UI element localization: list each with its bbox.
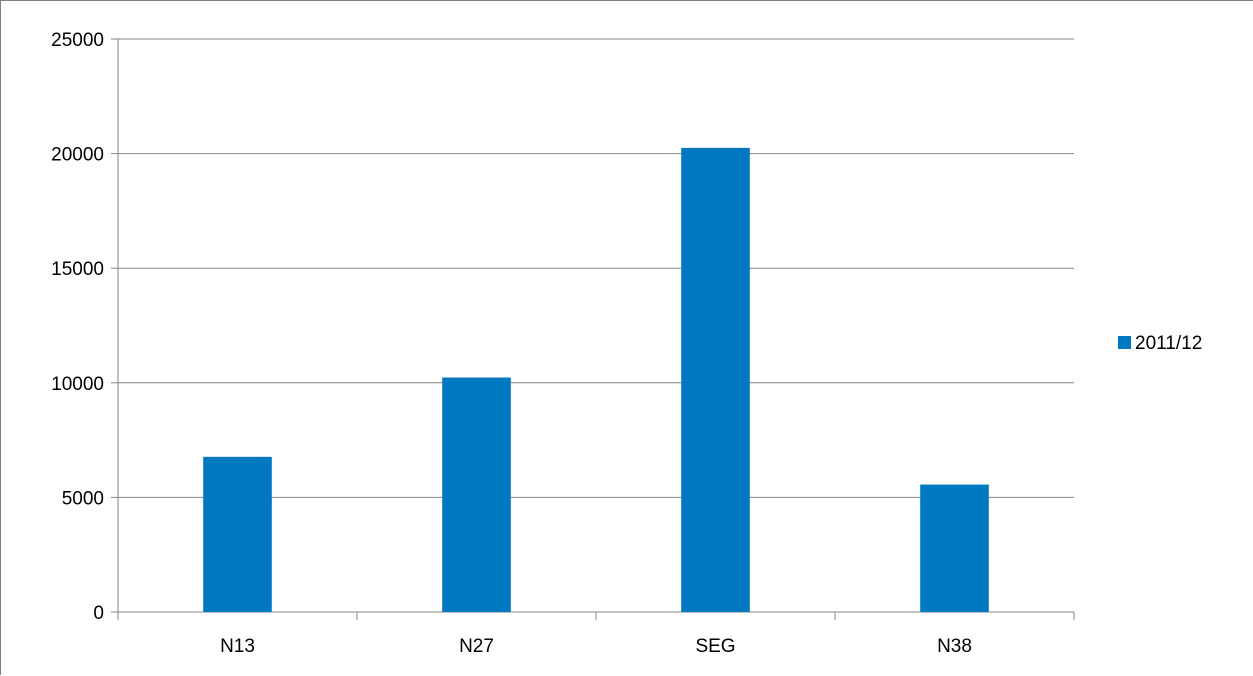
legend: 2011/12 <box>1118 333 1202 354</box>
y-tick-label: 5000 <box>62 488 104 509</box>
bar-n38 <box>920 484 989 612</box>
legend-swatch <box>1118 336 1131 349</box>
x-tick-label: SEG <box>695 636 735 657</box>
y-tick-label: 0 <box>93 603 104 624</box>
legend-label: 2011/12 <box>1135 333 1202 354</box>
y-tick-labels: 0 5000 10000 15000 20000 25000 <box>51 30 104 624</box>
bar-seg <box>681 147 750 612</box>
x-tick-label: N38 <box>937 636 972 657</box>
gridlines <box>118 38 1074 498</box>
y-tick-label: 20000 <box>51 145 104 166</box>
y-tick-label: 15000 <box>51 259 104 280</box>
x-tick-label: N13 <box>220 636 255 657</box>
x-tick-labels: N13 N27 SEG N38 <box>220 636 972 657</box>
x-tick-label: N27 <box>459 636 494 657</box>
axes <box>111 38 1075 620</box>
bar-n13 <box>203 456 272 612</box>
bars <box>203 147 989 612</box>
y-tick-label: 25000 <box>51 30 104 51</box>
y-tick-label: 10000 <box>51 374 104 395</box>
bar-n27 <box>442 377 511 612</box>
